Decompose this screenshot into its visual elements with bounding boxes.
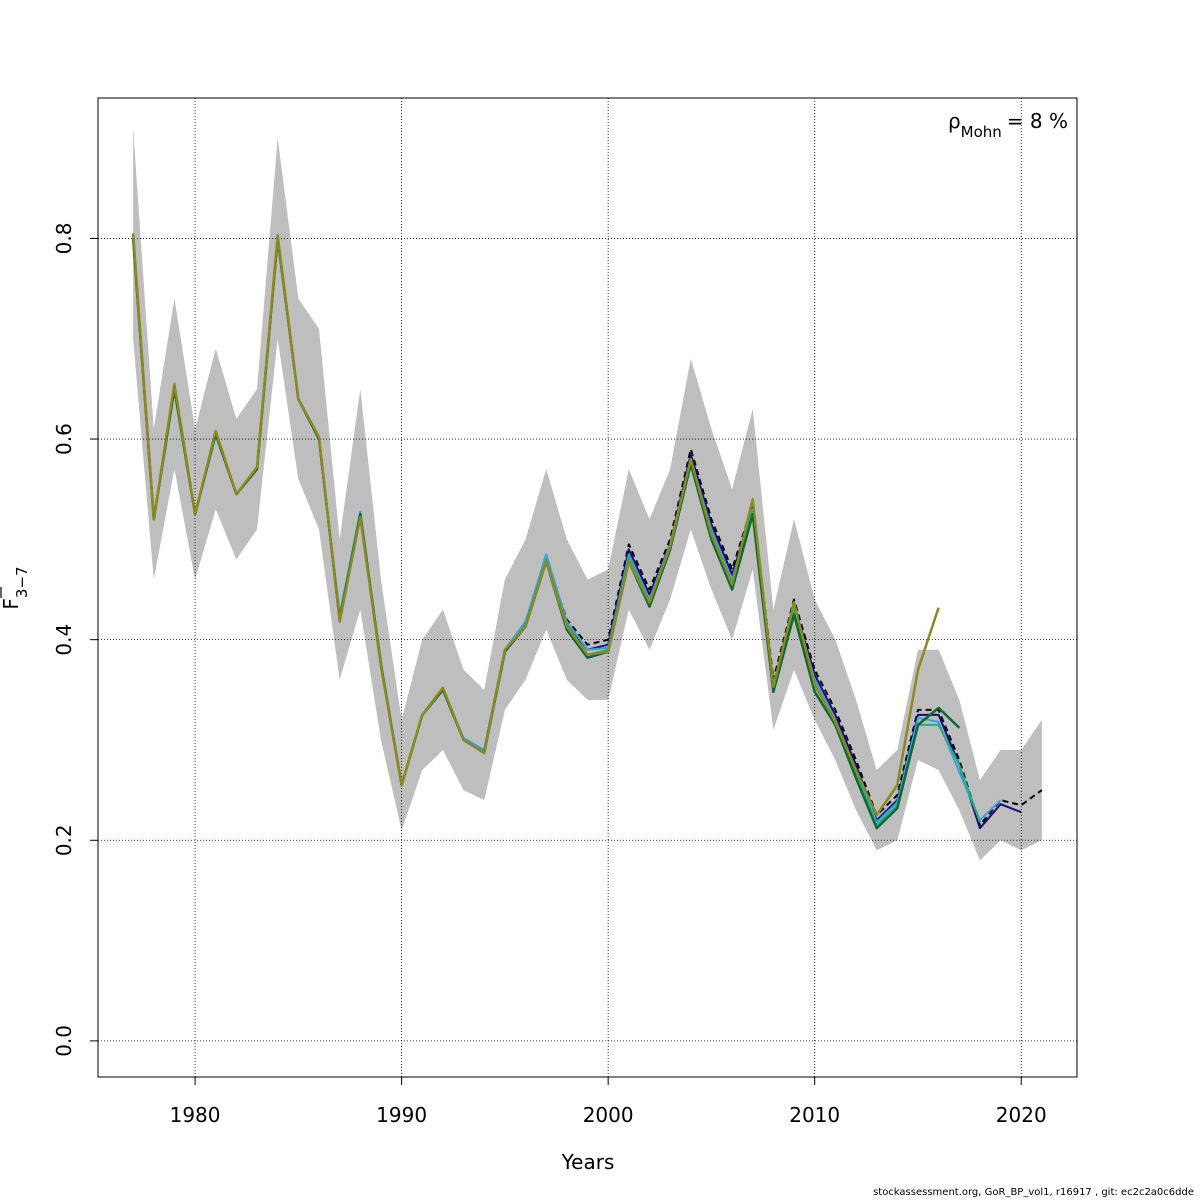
series-layer [131, 233, 1043, 830]
y-tick-label: 0.6 [52, 423, 76, 455]
mohn-rho-annotation: ρMohn = 8 % [948, 109, 1068, 141]
y-tick-label: 0.8 [52, 223, 76, 255]
x-tick-label: 1990 [376, 1103, 427, 1127]
confidence-band-layer [133, 128, 1042, 861]
svg-text:F3−7: F3−7 [0, 566, 31, 609]
axis-layer: 1980 1990 2000 2010 2020 0.0 0.2 0.4 0.6 0.8 [52, 223, 1047, 1127]
y-axis-title-subscript: 3−7 [13, 566, 31, 598]
x-tick-label: 1980 [170, 1103, 221, 1127]
y-tick-label: 0.4 [52, 624, 76, 656]
mohn-rho-subscript: Mohn [961, 123, 1002, 141]
footer-credit: stockassessment.org, GoR_BP_vol1, r16917… [873, 1187, 1194, 1198]
x-tick-label: 2010 [789, 1103, 840, 1127]
grid-layer [98, 98, 1077, 1077]
mohn-rho-value: = 8 % [1007, 109, 1068, 133]
mohn-rho-symbol: ρ [948, 109, 961, 133]
series-line-6 [131, 233, 940, 817]
x-axis-title: Years [561, 1150, 615, 1174]
y-axis-title-main: F [0, 598, 23, 610]
confidence-band [133, 128, 1042, 861]
x-tick-label: 2020 [996, 1103, 1047, 1127]
y-axis-title: F3−7 [0, 566, 31, 609]
plot-frame [97, 97, 1078, 1078]
x-tick-label: 2000 [583, 1103, 634, 1127]
y-tick-label: 0.2 [52, 824, 76, 856]
y-tick-label: 0.0 [52, 1025, 76, 1057]
